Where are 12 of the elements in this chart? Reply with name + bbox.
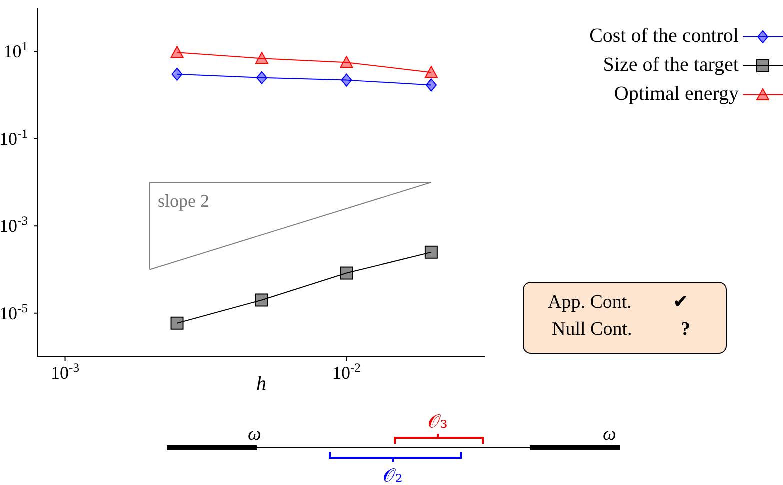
- legend-label: Size of the target: [602, 53, 740, 78]
- domain-diagram: ω ω 𝒪₃ 𝒪₂: [160, 410, 630, 485]
- x-tick-label: 10$^{-2}$: [332, 361, 361, 383]
- y-tick-label: 10$^{1}$: [4, 40, 28, 62]
- legend-label: Cost of the control: [590, 24, 740, 49]
- status-card: App. Cont. ✔ Null Cont. ?: [523, 282, 727, 354]
- annotation: slope 2: [158, 190, 210, 212]
- x-axis-title: h: [256, 373, 266, 396]
- legend-label: Optimal energy: [613, 82, 740, 107]
- y-tick-label: 10$^{-3}$: [0, 214, 28, 236]
- y-tick-label: 10$^{-1}$: [0, 126, 28, 149]
- y-tick-label: 10$^{-5}$: [0, 301, 28, 324]
